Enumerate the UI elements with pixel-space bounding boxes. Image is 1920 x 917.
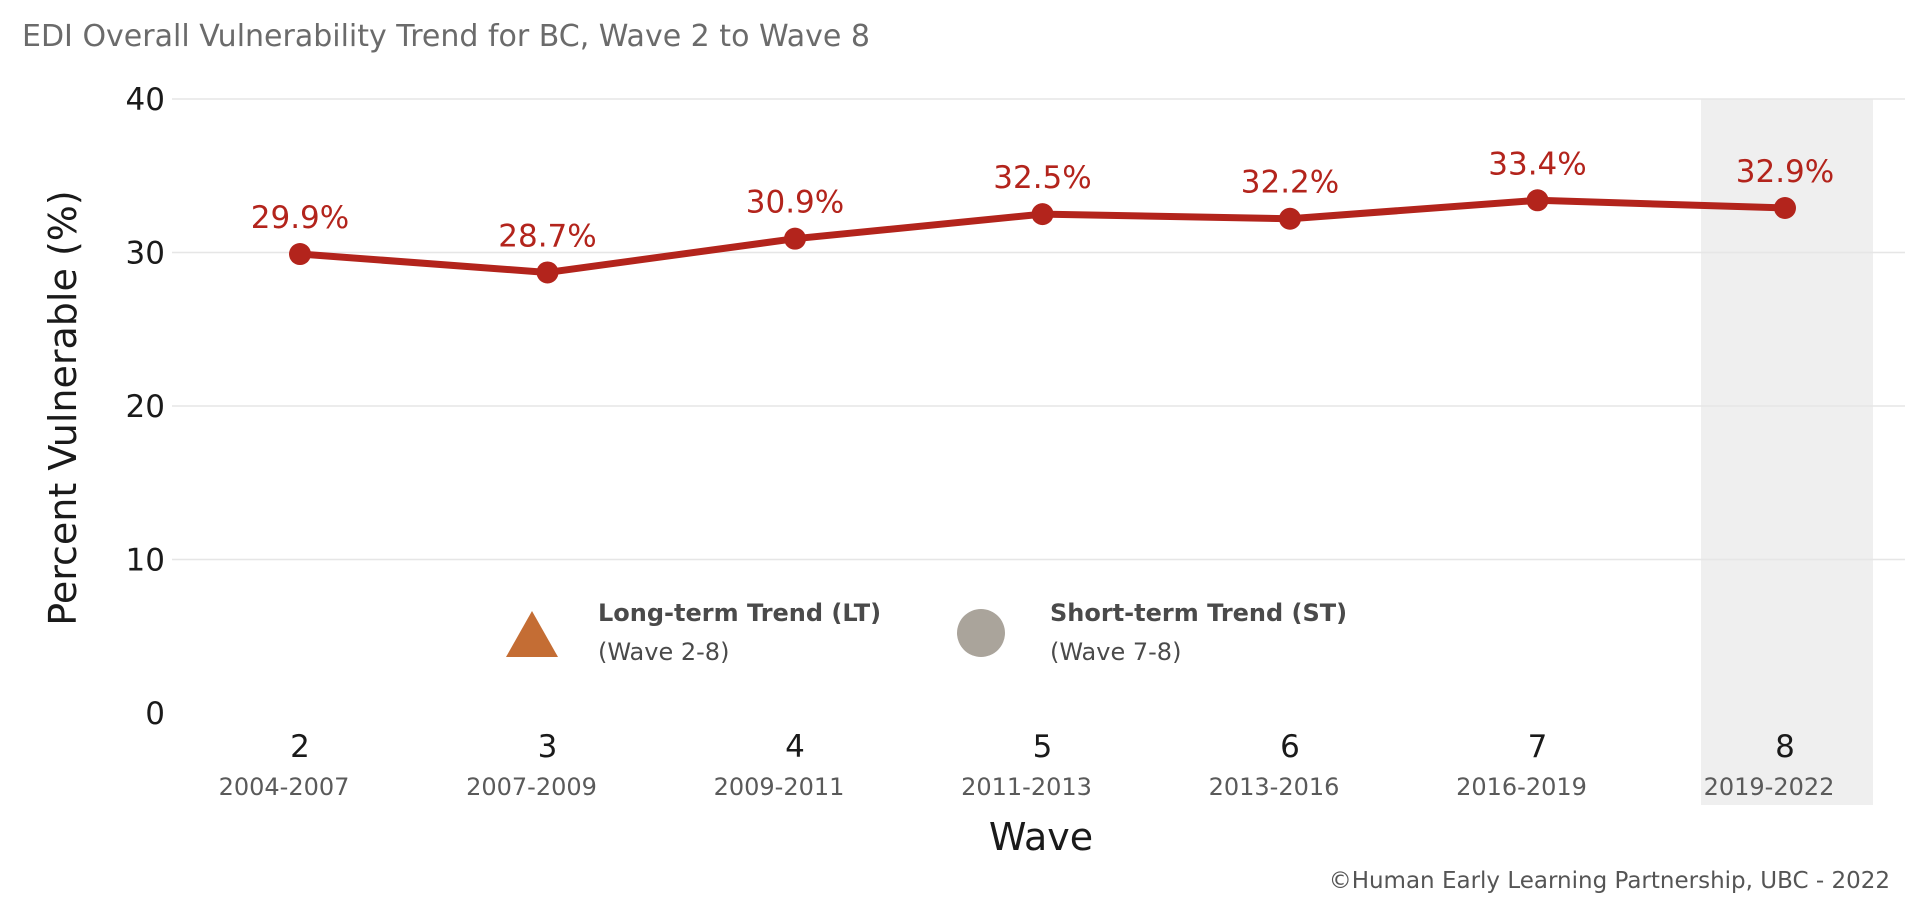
chart-title: EDI Overall Vulnerability Trend for BC, … bbox=[22, 19, 870, 54]
data-label: 28.7% bbox=[498, 218, 596, 254]
data-label: 32.9% bbox=[1736, 154, 1834, 190]
data-point bbox=[1526, 189, 1549, 212]
legend-st-title: Short-term Trend (ST) bbox=[1050, 599, 1347, 627]
data-point bbox=[289, 243, 311, 266]
legend-lt-title: Long-term Trend (LT) bbox=[598, 599, 881, 627]
x-tick-label: 8 bbox=[1775, 729, 1795, 765]
y-axis-ticks: 0 10 20 30 40 bbox=[126, 82, 165, 732]
y-tick-label: 40 bbox=[126, 82, 165, 118]
y-tick-label: 20 bbox=[126, 389, 165, 425]
y-axis-label: Percent Vulnerable (%) bbox=[41, 190, 85, 625]
gridlines bbox=[172, 98, 1905, 561]
data-points bbox=[289, 189, 1796, 284]
x-tick-label: 3 bbox=[538, 729, 558, 765]
data-point bbox=[1279, 207, 1301, 230]
x-tick-label: 6 bbox=[1280, 729, 1300, 765]
y-tick-label: 30 bbox=[126, 236, 165, 272]
legend-item-long-term: Long-term Trend (LT) (Wave 2-8) bbox=[506, 599, 881, 666]
x-tick-sublabel: 2013-2016 bbox=[1209, 773, 1340, 801]
x-tick-sublabel: 2009-2011 bbox=[714, 773, 845, 801]
x-tick-label: 7 bbox=[1528, 729, 1548, 765]
x-tick-label: 2 bbox=[290, 729, 310, 765]
data-point bbox=[1774, 196, 1796, 219]
data-label: 32.5% bbox=[993, 160, 1091, 196]
copyright-caption: ©Human Early Learning Partnership, UBC -… bbox=[1329, 868, 1890, 894]
y-tick-label: 0 bbox=[145, 696, 165, 732]
legend-item-short-term: Short-term Trend (ST) (Wave 7-8) bbox=[957, 599, 1347, 666]
x-tick-sublabel: 2019-2022 bbox=[1704, 773, 1835, 801]
x-tick-label: 4 bbox=[785, 729, 805, 765]
triangle-icon bbox=[506, 611, 558, 657]
data-point bbox=[784, 227, 806, 250]
x-tick-sublabel: 2007-2009 bbox=[466, 773, 597, 801]
data-point bbox=[1031, 203, 1054, 226]
circle-icon bbox=[957, 609, 1005, 657]
legend-lt-subtitle: (Wave 2-8) bbox=[598, 638, 729, 666]
x-axis-label: Wave bbox=[989, 815, 1093, 859]
y-tick-label: 10 bbox=[126, 543, 165, 579]
data-label: 30.9% bbox=[746, 185, 844, 221]
x-tick-sublabel: 2016-2019 bbox=[1456, 773, 1587, 801]
data-labels: 29.9% 28.7% 30.9% 32.5% 32.2% 33.4% 32.9% bbox=[251, 146, 1834, 254]
x-tick-sublabel: 2004-2007 bbox=[219, 773, 350, 801]
data-point bbox=[536, 261, 559, 284]
x-axis-ticks: 2 2004-2007 3 2007-2009 4 2009-2011 5 2011-2013… bbox=[219, 729, 1835, 801]
data-label: 32.2% bbox=[1241, 165, 1339, 201]
x-tick-label: 5 bbox=[1033, 729, 1053, 765]
data-label: 29.9% bbox=[251, 200, 349, 236]
legend: Long-term Trend (LT) (Wave 2-8) Short-te… bbox=[506, 599, 1347, 666]
legend-st-subtitle: (Wave 7-8) bbox=[1050, 638, 1181, 666]
data-label: 33.4% bbox=[1488, 146, 1586, 182]
x-tick-sublabel: 2011-2013 bbox=[961, 773, 1092, 801]
